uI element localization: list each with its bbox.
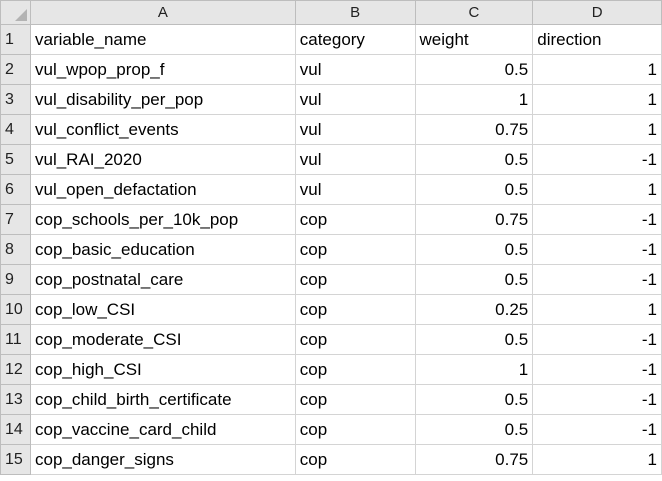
cell-variable-name[interactable]: cop_postnatal_care — [29, 264, 296, 295]
cell-direction[interactable]: 1 — [532, 114, 662, 145]
cell-direction[interactable]: -1 — [532, 324, 662, 355]
row-header[interactable]: 7 — [0, 204, 31, 235]
cell-category[interactable]: vul — [294, 54, 416, 85]
cell-variable-name[interactable]: vul_wpop_prop_f — [29, 54, 296, 85]
cell-category[interactable]: vul — [294, 114, 416, 145]
row-header[interactable]: 13 — [0, 384, 31, 415]
cell-direction[interactable]: 1 — [532, 294, 662, 325]
cell-category[interactable]: cop — [294, 414, 416, 445]
cell-direction[interactable]: -1 — [532, 384, 662, 415]
cell-direction[interactable]: 1 — [532, 84, 662, 115]
cell-weight[interactable]: 0.75 — [414, 114, 534, 145]
cell-category[interactable]: cop — [294, 324, 416, 355]
cell-direction[interactable]: 1 — [532, 174, 662, 205]
cell-variable-name[interactable]: cop_high_CSI — [29, 354, 296, 385]
cell-variable-name[interactable]: cop_schools_per_10k_pop — [29, 204, 296, 235]
cell-variable-name[interactable]: cop_basic_education — [29, 234, 296, 265]
cell-category[interactable]: cop — [294, 204, 416, 235]
cell-weight[interactable]: 0.75 — [414, 444, 534, 475]
table-row: 4 vul_conflict_events vul 0.75 1 — [0, 114, 662, 145]
table-row: 13 cop_child_birth_certificate cop 0.5 -… — [0, 384, 662, 415]
select-all-corner[interactable] — [0, 0, 31, 25]
cell-direction[interactable]: 1 — [532, 444, 662, 475]
row-header[interactable]: 8 — [0, 234, 31, 265]
row-header[interactable]: 11 — [0, 324, 31, 355]
cell-category[interactable]: vul — [294, 84, 416, 115]
column-header-b[interactable]: B — [294, 0, 416, 25]
select-all-triangle-icon — [14, 9, 27, 21]
cell[interactable]: direction — [532, 24, 662, 55]
cell-variable-name[interactable]: cop_moderate_CSI — [29, 324, 296, 355]
column-header-a[interactable]: A — [29, 0, 296, 25]
cell-category[interactable]: cop — [294, 234, 416, 265]
cell-direction[interactable]: -1 — [532, 264, 662, 295]
cell-direction[interactable]: -1 — [532, 144, 662, 175]
column-header-c[interactable]: C — [414, 0, 534, 25]
cell-variable-name[interactable]: vul_RAI_2020 — [29, 144, 296, 175]
cell-variable-name[interactable]: cop_vaccine_card_child — [29, 414, 296, 445]
cell-weight[interactable]: 1 — [414, 354, 534, 385]
cell-category[interactable]: cop — [294, 354, 416, 385]
row-header[interactable]: 6 — [0, 174, 31, 205]
cell-weight[interactable]: 0.5 — [414, 54, 534, 85]
row-header[interactable]: 12 — [0, 354, 31, 385]
cell-weight[interactable]: 0.25 — [414, 294, 534, 325]
row-header[interactable]: 1 — [0, 24, 31, 55]
table-row: 3 vul_disability_per_pop vul 1 1 — [0, 84, 662, 115]
cell[interactable]: category — [294, 24, 416, 55]
cell-direction[interactable]: -1 — [532, 234, 662, 265]
table-row: 15 cop_danger_signs cop 0.75 1 — [0, 444, 662, 475]
column-header-row: A B C D — [0, 0, 662, 25]
cell-weight[interactable]: 1 — [414, 84, 534, 115]
cell-category[interactable]: cop — [294, 384, 416, 415]
row-header[interactable]: 3 — [0, 84, 31, 115]
cell-weight[interactable]: 0.5 — [414, 384, 534, 415]
cell-weight[interactable]: 0.5 — [414, 414, 534, 445]
table-row: 14 cop_vaccine_card_child cop 0.5 -1 — [0, 414, 662, 445]
cell-variable-name[interactable]: vul_open_defactation — [29, 174, 296, 205]
row-header[interactable]: 5 — [0, 144, 31, 175]
row-header[interactable]: 10 — [0, 294, 31, 325]
row-header[interactable]: 15 — [0, 444, 31, 475]
table-row: 8 cop_basic_education cop 0.5 -1 — [0, 234, 662, 265]
row-header[interactable]: 4 — [0, 114, 31, 145]
row-header[interactable]: 14 — [0, 414, 31, 445]
cell-weight[interactable]: 0.75 — [414, 204, 534, 235]
cell-weight[interactable]: 0.5 — [414, 324, 534, 355]
cell-weight[interactable]: 0.5 — [414, 234, 534, 265]
table-row: 10 cop_low_CSI cop 0.25 1 — [0, 294, 662, 325]
cell-category[interactable]: vul — [294, 144, 416, 175]
table-row: 1 variable_name category weight directio… — [0, 24, 662, 55]
table-row: 11 cop_moderate_CSI cop 0.5 -1 — [0, 324, 662, 355]
table-row: 5 vul_RAI_2020 vul 0.5 -1 — [0, 144, 662, 175]
table-row: 6 vul_open_defactation vul 0.5 1 — [0, 174, 662, 205]
cell-direction[interactable]: -1 — [532, 354, 662, 385]
cell-category[interactable]: vul — [294, 174, 416, 205]
cell[interactable]: variable_name — [29, 24, 296, 55]
cell-weight[interactable]: 0.5 — [414, 264, 534, 295]
cell[interactable]: weight — [414, 24, 534, 55]
table-row: 2 vul_wpop_prop_f vul 0.5 1 — [0, 54, 662, 85]
cell-variable-name[interactable]: cop_danger_signs — [29, 444, 296, 475]
cell-variable-name[interactable]: vul_disability_per_pop — [29, 84, 296, 115]
cell-direction[interactable]: -1 — [532, 414, 662, 445]
cell-category[interactable]: cop — [294, 294, 416, 325]
row-header[interactable]: 2 — [0, 54, 31, 85]
cell-direction[interactable]: 1 — [532, 54, 662, 85]
table-row: 9 cop_postnatal_care cop 0.5 -1 — [0, 264, 662, 295]
row-header[interactable]: 9 — [0, 264, 31, 295]
cell-variable-name[interactable]: cop_child_birth_certificate — [29, 384, 296, 415]
column-header-d[interactable]: D — [532, 0, 662, 25]
cell-direction[interactable]: -1 — [532, 204, 662, 235]
table-row: 7 cop_schools_per_10k_pop cop 0.75 -1 — [0, 204, 662, 235]
cell-category[interactable]: cop — [294, 264, 416, 295]
cell-variable-name[interactable]: vul_conflict_events — [29, 114, 296, 145]
cell-weight[interactable]: 0.5 — [414, 144, 534, 175]
cell-variable-name[interactable]: cop_low_CSI — [29, 294, 296, 325]
cell-weight[interactable]: 0.5 — [414, 174, 534, 205]
table-row: 12 cop_high_CSI cop 1 -1 — [0, 354, 662, 385]
cell-category[interactable]: cop — [294, 444, 416, 475]
